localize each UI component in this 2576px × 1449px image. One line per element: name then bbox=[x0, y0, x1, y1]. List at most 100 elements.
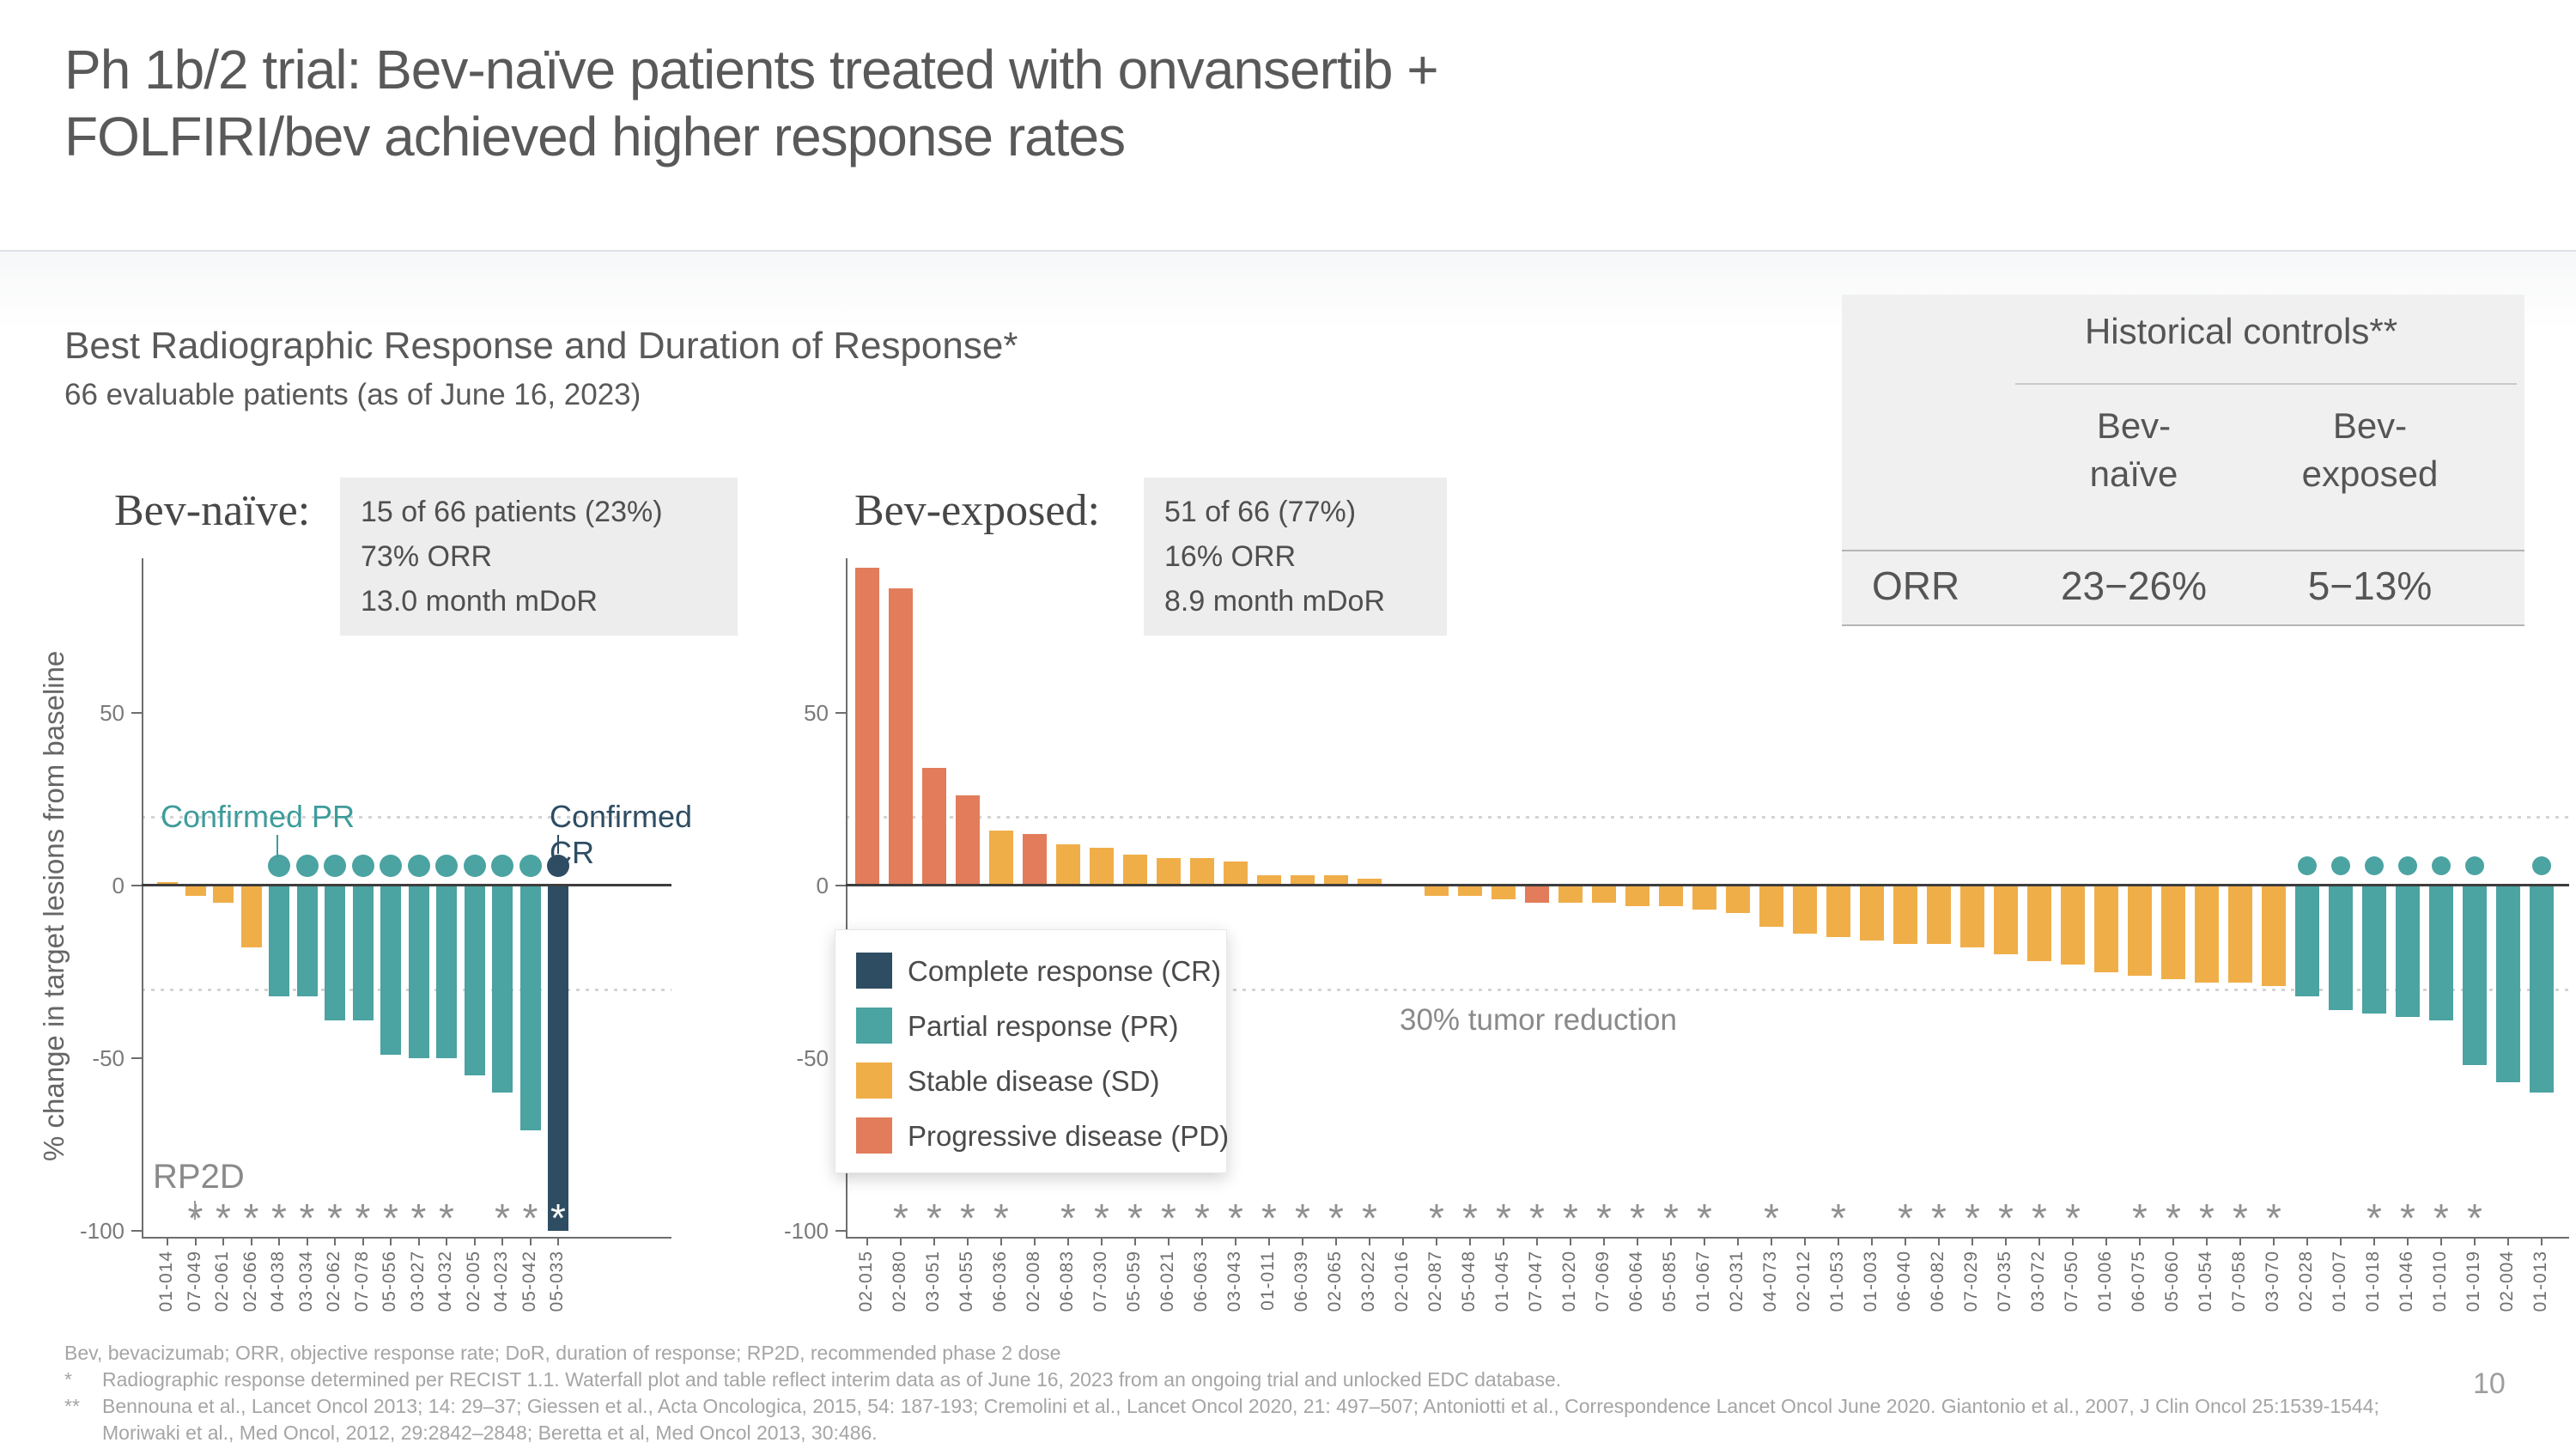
x-tick-01-067 bbox=[1704, 1237, 1705, 1245]
x-tick-01-053 bbox=[1838, 1237, 1839, 1245]
pd-swatch bbox=[856, 1117, 892, 1154]
x-tick-07-058 bbox=[2239, 1237, 2241, 1245]
patient-id-label-07-047: 07-047 bbox=[1526, 1251, 1546, 1312]
x-tick-04-038 bbox=[278, 1237, 280, 1245]
confirmed-response-dot-07-078 bbox=[351, 855, 374, 877]
bev-naive-mdor: 13.0 month mDoR bbox=[361, 585, 598, 618]
waterfall-bar-02-066 bbox=[240, 886, 262, 948]
waterfall-bar-02-061 bbox=[213, 886, 234, 904]
rp2d-asterisk-04-038: * bbox=[271, 1196, 287, 1240]
confirmed-pr-label: Confirmed PR bbox=[160, 799, 355, 834]
footnote-star1: * Radiographic response determined per R… bbox=[64, 1367, 2460, 1393]
x-tick-02-080 bbox=[900, 1237, 902, 1245]
x-tick-01-003 bbox=[1871, 1237, 1873, 1245]
group-title-bev-naive: Bev-naïve: bbox=[114, 486, 311, 535]
patient-id-label-07-029: 07-029 bbox=[1961, 1251, 1981, 1312]
rp2d-asterisk-05-059: * bbox=[1127, 1196, 1143, 1240]
waterfall-bar-01-014 bbox=[157, 881, 178, 886]
waterfall-bar-01-020 bbox=[1558, 886, 1583, 904]
page-number: 10 bbox=[2473, 1367, 2506, 1400]
patient-id-label-07-049: 07-049 bbox=[184, 1251, 204, 1312]
rp2d-asterisk-04-023: * bbox=[495, 1196, 510, 1240]
patient-id-label-02-016: 02-016 bbox=[1392, 1251, 1412, 1312]
orr-row-label: ORR bbox=[1872, 563, 1960, 608]
confirmed-response-dot-01-010 bbox=[2432, 856, 2451, 875]
patient-id-label-07-030: 07-030 bbox=[1091, 1251, 1110, 1312]
rp2d-asterisk-07-058: * bbox=[2233, 1196, 2248, 1240]
rp2d-asterisk-01-046: * bbox=[2400, 1196, 2415, 1240]
patient-id-label-03-034: 03-034 bbox=[295, 1251, 316, 1312]
x-tick-04-073 bbox=[1771, 1237, 1772, 1245]
rp2d-asterisk-05-033: * bbox=[550, 1196, 566, 1240]
rp2d-asterisk-06-021: * bbox=[1161, 1196, 1176, 1240]
cr-swatch bbox=[856, 953, 892, 989]
x-tick-02-087 bbox=[1436, 1237, 1437, 1245]
x-tick-02-015 bbox=[866, 1237, 868, 1245]
rp2d-asterisk-01-018: * bbox=[2366, 1196, 2382, 1240]
patient-id-label-02-012: 02-012 bbox=[1794, 1251, 1814, 1312]
patient-id-label-05-048: 05-048 bbox=[1459, 1251, 1479, 1312]
rp2d-asterisk-02-080: * bbox=[893, 1196, 908, 1240]
patient-id-label-03-043: 03-043 bbox=[1224, 1251, 1244, 1312]
waterfall-bar-06-040 bbox=[1893, 886, 1917, 945]
header-divider bbox=[0, 250, 2576, 252]
waterfall-bar-02-005 bbox=[464, 886, 485, 1076]
waterfall-bar-05-059 bbox=[1123, 854, 1147, 886]
y-tick bbox=[131, 885, 142, 886]
patient-id-label-05-059: 05-059 bbox=[1124, 1251, 1144, 1312]
x-tick-02-062 bbox=[334, 1237, 336, 1245]
patient-id-label-02-028: 02-028 bbox=[2296, 1251, 2316, 1312]
patient-id-label-02-066: 02-066 bbox=[240, 1251, 260, 1312]
x-tick-07-035 bbox=[2005, 1237, 2007, 1245]
patient-id-label-03-072: 03-072 bbox=[2028, 1251, 2048, 1312]
waterfall-bar-07-049 bbox=[185, 886, 206, 897]
col-bev-naive-line1: Bev- bbox=[2096, 405, 2172, 446]
patient-id-label-06-063: 06-063 bbox=[1191, 1251, 1211, 1312]
x-tick-03-027 bbox=[417, 1237, 420, 1245]
patient-id-label-01-018: 01-018 bbox=[2363, 1251, 2383, 1312]
patient-id-label-05-033: 05-033 bbox=[547, 1251, 567, 1312]
x-tick-04-032 bbox=[446, 1237, 447, 1245]
waterfall-bar-01-007 bbox=[2329, 886, 2353, 1010]
bev-exposed-patients: 51 of 66 (77%) bbox=[1164, 496, 1357, 528]
x-tick-06-040 bbox=[1905, 1237, 1906, 1245]
legend-label-sd: Stable disease (SD) bbox=[908, 1065, 1160, 1097]
rp2d-asterisk-03-072: * bbox=[2032, 1196, 2047, 1240]
waterfall-bar-01-045 bbox=[1492, 886, 1516, 900]
bev-exposed-orr: 16% ORR bbox=[1164, 540, 1297, 573]
x-tick-07-069 bbox=[1603, 1237, 1605, 1245]
y-tick bbox=[131, 1057, 142, 1059]
orr-bev-exposed-value: 5−13% bbox=[2307, 563, 2433, 608]
zero-line bbox=[142, 884, 671, 886]
rp2d-asterisk-07-047: * bbox=[1529, 1196, 1545, 1240]
x-tick-02-004 bbox=[2507, 1237, 2509, 1245]
patient-id-label-06-083: 06-083 bbox=[1057, 1251, 1077, 1312]
group-title-bev-exposed: Bev-exposed: bbox=[854, 486, 1100, 535]
waterfall-bar-02-087 bbox=[1425, 886, 1449, 897]
x-tick-01-020 bbox=[1570, 1237, 1571, 1245]
waterfall-bar-05-085 bbox=[1659, 886, 1683, 907]
patient-id-label-02-061: 02-061 bbox=[212, 1251, 232, 1312]
legend-label-pd: Progressive disease (PD) bbox=[908, 1120, 1230, 1152]
confirmed-response-dot-01-013 bbox=[2532, 856, 2551, 875]
x-tick-07-047 bbox=[1536, 1237, 1538, 1245]
rp2d-asterisk-01-053: * bbox=[1831, 1196, 1846, 1240]
footnotes: Bev, bevacizumab; ORR, objective respons… bbox=[64, 1340, 2460, 1446]
rp2d-asterisk-02-065: * bbox=[1328, 1196, 1344, 1240]
bev-exposed-mdor: 8.9 month mDoR bbox=[1164, 585, 1385, 618]
x-axis-line bbox=[846, 1237, 2569, 1239]
waterfall-bar-04-038 bbox=[269, 886, 289, 996]
x-tick-06-021 bbox=[1168, 1237, 1170, 1245]
patient-id-label-01-003: 01-003 bbox=[1861, 1251, 1880, 1312]
rp2d-asterisk-03-022: * bbox=[1362, 1196, 1377, 1240]
rp2d-asterisk-03-043: * bbox=[1228, 1196, 1243, 1240]
patient-id-label-01-011: 01-011 bbox=[1258, 1251, 1278, 1311]
confirmed-response-dot-01-007 bbox=[2331, 856, 2350, 875]
y-tick-label: -50 bbox=[796, 1045, 829, 1071]
confirmed-response-dot-05-042 bbox=[519, 855, 542, 877]
patient-id-label-06-036: 06-036 bbox=[990, 1251, 1010, 1312]
patient-id-label-05-060: 05-060 bbox=[2162, 1251, 2182, 1312]
patient-id-label-06-064: 06-064 bbox=[1626, 1251, 1646, 1312]
patient-id-label-06-039: 06-039 bbox=[1291, 1251, 1311, 1312]
x-tick-01-019 bbox=[2474, 1237, 2476, 1245]
